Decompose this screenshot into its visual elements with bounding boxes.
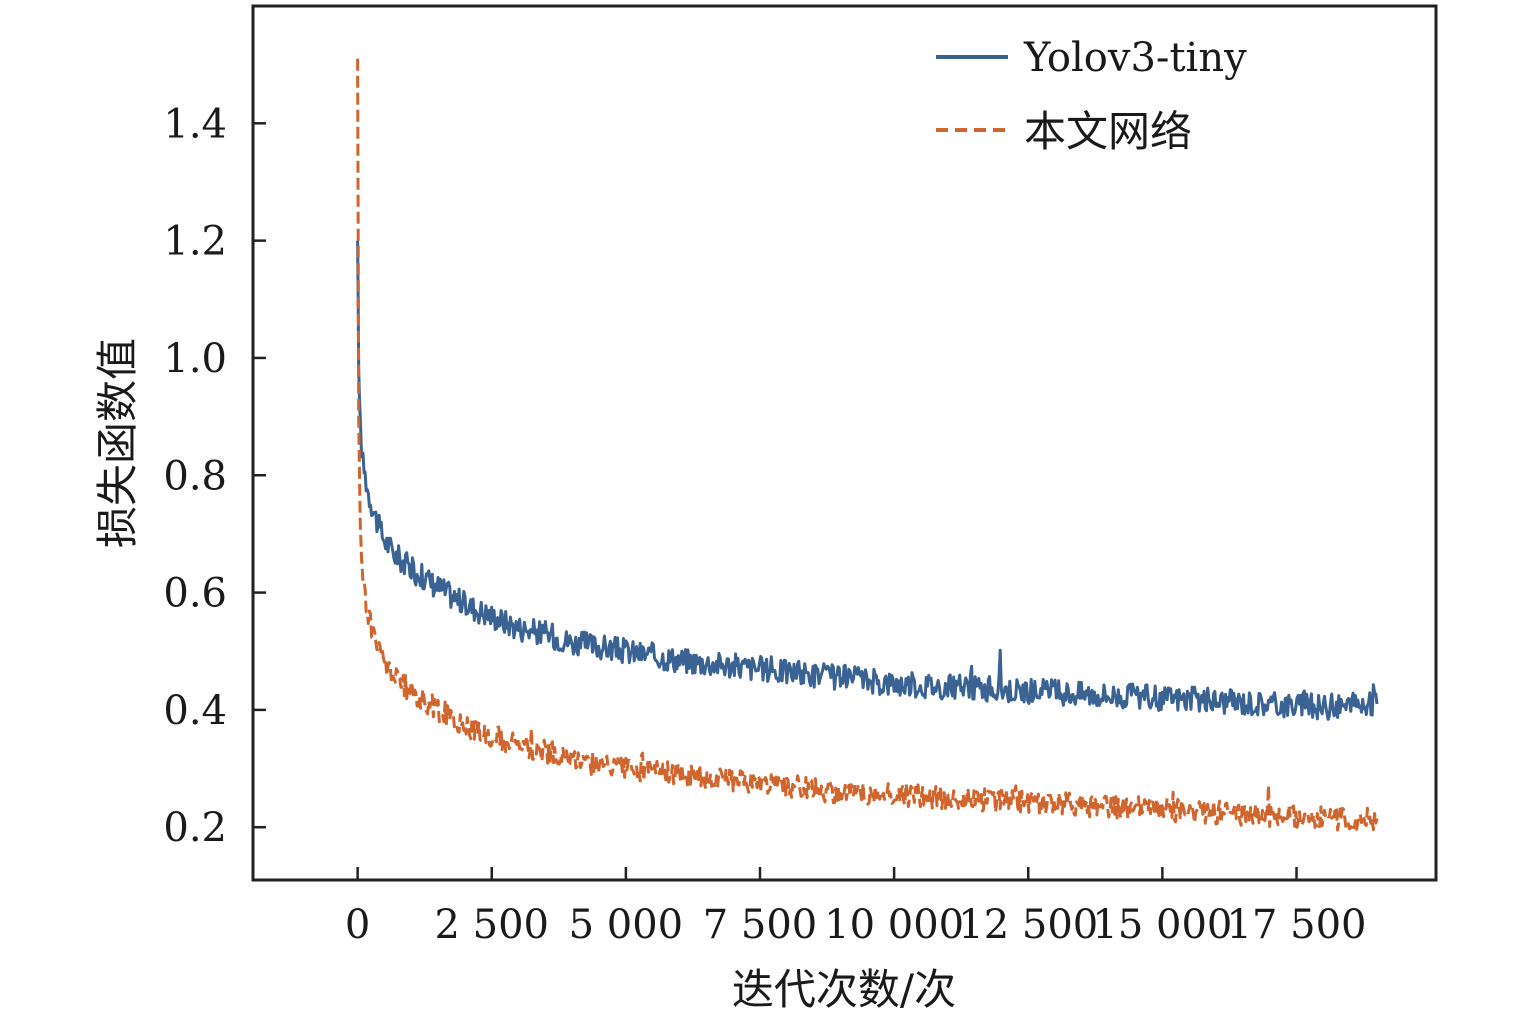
x-tick-label-3: 7 500	[703, 902, 818, 948]
plot-frame	[251, 4, 1438, 882]
x-tick-label-1: 2 500	[434, 902, 549, 948]
legend: Yolov3-tiny 本文网络	[936, 35, 1247, 156]
series-line-0	[356, 240, 1379, 721]
y-tick-label-3: 0.8	[163, 453, 227, 499]
series-layer	[356, 58, 1379, 832]
x-tick-label-6: 15 000	[1092, 902, 1232, 948]
y-tick-label-2: 0.6	[163, 571, 227, 617]
y-tick-label-0: 0.2	[163, 805, 227, 851]
legend-label-yolov3-tiny: Yolov3-tiny	[1023, 35, 1247, 81]
y-tick-label-4: 1.0	[163, 336, 227, 382]
x-axis-label: 迭代次数/次	[732, 965, 956, 1014]
y-tick-label-5: 1.2	[163, 219, 227, 265]
y-tick-label-6: 1.4	[163, 101, 227, 147]
y-tick-label-1: 0.4	[163, 688, 227, 734]
x-tick-label-2: 5 000	[569, 902, 684, 948]
x-tick-label-0: 0	[345, 902, 370, 948]
y-axis-label: 损失函数值	[93, 338, 142, 548]
x-tick-label-7: 17 500	[1227, 902, 1367, 948]
x-tick-label-5: 12 500	[958, 902, 1098, 948]
legend-label-ours: 本文网络	[1024, 107, 1192, 156]
x-tick-label-4: 10 000	[824, 902, 964, 948]
series-line-1	[356, 58, 1379, 832]
